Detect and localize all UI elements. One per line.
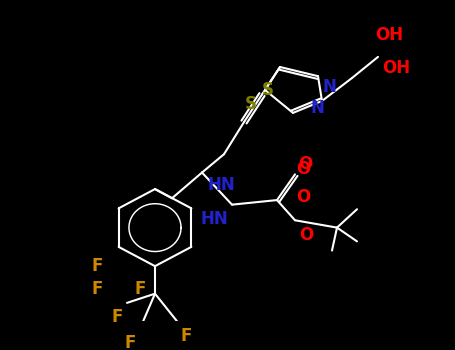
Text: F: F (91, 280, 103, 298)
Text: HN: HN (207, 176, 235, 194)
Text: O: O (298, 155, 312, 173)
Text: F: F (91, 257, 103, 275)
Text: N: N (322, 78, 336, 96)
Text: O: O (299, 226, 313, 244)
Text: S: S (245, 96, 257, 113)
Text: O: O (296, 160, 310, 178)
Text: F: F (181, 327, 192, 345)
Text: O: O (296, 188, 310, 206)
Text: S: S (262, 81, 274, 99)
Text: HN: HN (200, 210, 228, 228)
Text: OH: OH (382, 59, 410, 77)
Text: N: N (310, 99, 324, 117)
Text: F: F (111, 308, 123, 326)
Text: OH: OH (375, 26, 403, 44)
Text: F: F (135, 280, 147, 298)
Text: F: F (125, 334, 136, 350)
